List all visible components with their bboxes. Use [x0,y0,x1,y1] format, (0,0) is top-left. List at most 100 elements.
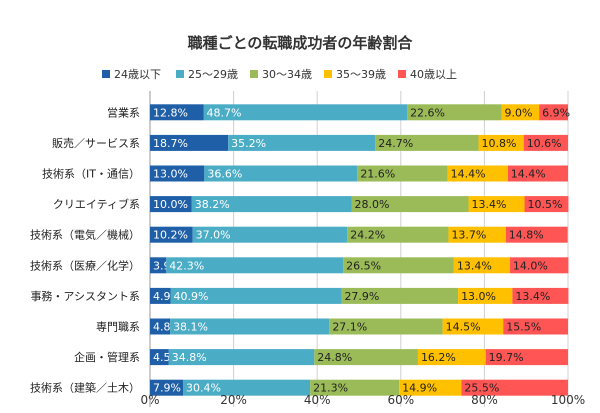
bar-segment [448,226,506,243]
bar-segment [228,134,376,151]
category-label: 技術系（IT・通信） [42,168,140,181]
bar-segment [166,257,344,274]
legend: 24歳以下 25～29歳 30～34歳 35～39歳 40歳以上 [102,68,457,81]
x-tick-label: 100% [551,393,585,407]
data-label: 16.2% [421,351,456,364]
bar-segment [150,196,192,213]
data-label: 10.6% [527,137,562,150]
bar-segment [461,379,568,396]
bar-segment [523,134,568,151]
bar-segment [329,318,443,335]
data-label: 34.8% [172,351,207,364]
data-label: 10.5% [528,198,563,211]
legend-label: 35～39歳 [336,68,386,81]
data-label: 13.0% [461,290,496,303]
legend-item: 30～34歳 [250,68,312,81]
bar-segment [150,257,167,274]
data-label: 14.0% [513,259,548,272]
bar-segment [170,318,330,335]
data-label: 22.6% [410,106,445,119]
data-label: 12.8% [153,106,188,119]
data-label: 13.7% [451,229,486,242]
data-label: 21.6% [360,168,395,181]
bar-segment [150,165,205,182]
data-label: 24.8% [317,351,352,364]
bar-segment [407,104,502,121]
data-label: 13.4% [457,259,492,272]
data-label: 10.2% [153,229,188,242]
bar-segment [150,226,193,243]
data-label: 24.7% [378,137,413,150]
legend-label: 24歳以下 [114,68,161,81]
data-label: 9.0% [505,106,533,119]
bar-segment [524,196,569,213]
legend-item: 35～39歳 [324,68,386,81]
category-label: 技術系（建築／土木） [30,381,140,395]
legend-item: 40歳以上 [398,68,457,81]
bar-segment [343,257,454,274]
legend-swatch [176,70,184,78]
x-tick-label: 60% [387,393,414,407]
legend-swatch [398,70,406,78]
data-label: 13.0% [153,168,188,181]
bar-segment [458,287,513,304]
bar-segment [351,196,469,213]
data-label: 18.7% [153,137,188,150]
bars-group: 12.8% 48.7% 22.6% 9.0% 6.9% 18.7% 35.2% 24.7% 10… [150,104,570,396]
x-tick-label: 80% [471,393,498,407]
bar-segment [150,379,184,396]
data-label: 14.9% [402,382,437,395]
data-label: 10.8% [482,137,517,150]
legend-swatch [250,70,258,78]
data-label: 25.5% [464,382,499,395]
category-label: 販売／サービス系 [52,137,140,150]
bar-segment [539,104,568,121]
bar-segment [501,104,540,121]
data-label: 13.4% [515,290,550,303]
bar-segment [375,134,479,151]
bar-segment [442,318,504,335]
bar-segment [503,318,568,335]
data-label: 19.7% [489,351,524,364]
x-tick-label: 20% [220,393,247,407]
bar-segment [505,226,568,243]
data-label: 24.2% [350,229,385,242]
data-label: 48.7% [207,106,242,119]
bar-segment [203,104,408,121]
bar-segment [509,257,569,274]
category-label: 企画・管理系 [74,350,140,364]
data-label: 28.0% [354,198,389,211]
legend-label: 30～34歳 [262,68,312,81]
category-label: 営業系 [107,105,140,119]
data-label: 10.0% [153,198,188,211]
bar-segment [347,226,449,243]
data-label: 14.4% [451,168,486,181]
data-label: 36.6% [207,168,242,181]
bar-segment [453,257,510,274]
bar-segment [310,379,400,396]
data-label: 38.2% [195,198,230,211]
category-label: 技術系（医療／化学） [30,258,140,272]
bar-segment [150,104,204,121]
chart-title: 職種ごとの転職成功者の年齢割合 [188,34,414,52]
x-axis-tick-labels: 0% 20% 40% 60% 80% 100% [140,393,585,407]
bar-segment [357,165,448,182]
data-label: 14.8% [509,229,544,242]
category-label: 事務・アシスタント系 [30,289,140,303]
data-label: 15.5% [506,321,541,334]
data-label: 7.9% [153,382,181,395]
bar-segment [150,318,171,335]
data-label: 30.4% [186,382,221,395]
x-tick-label: 0% [140,393,159,407]
bar-segment [478,134,524,151]
bar-segment [314,349,418,366]
data-label: 37.0% [196,229,231,242]
category-label: 技術系（電気／機械） [30,228,140,242]
data-label: 40.9% [173,290,208,303]
legend-swatch [324,70,332,78]
bar-segment [192,226,348,243]
bar-segment [168,349,315,366]
legend-item: 24歳以下 [102,68,161,81]
legend-label: 40歳以上 [410,68,457,81]
